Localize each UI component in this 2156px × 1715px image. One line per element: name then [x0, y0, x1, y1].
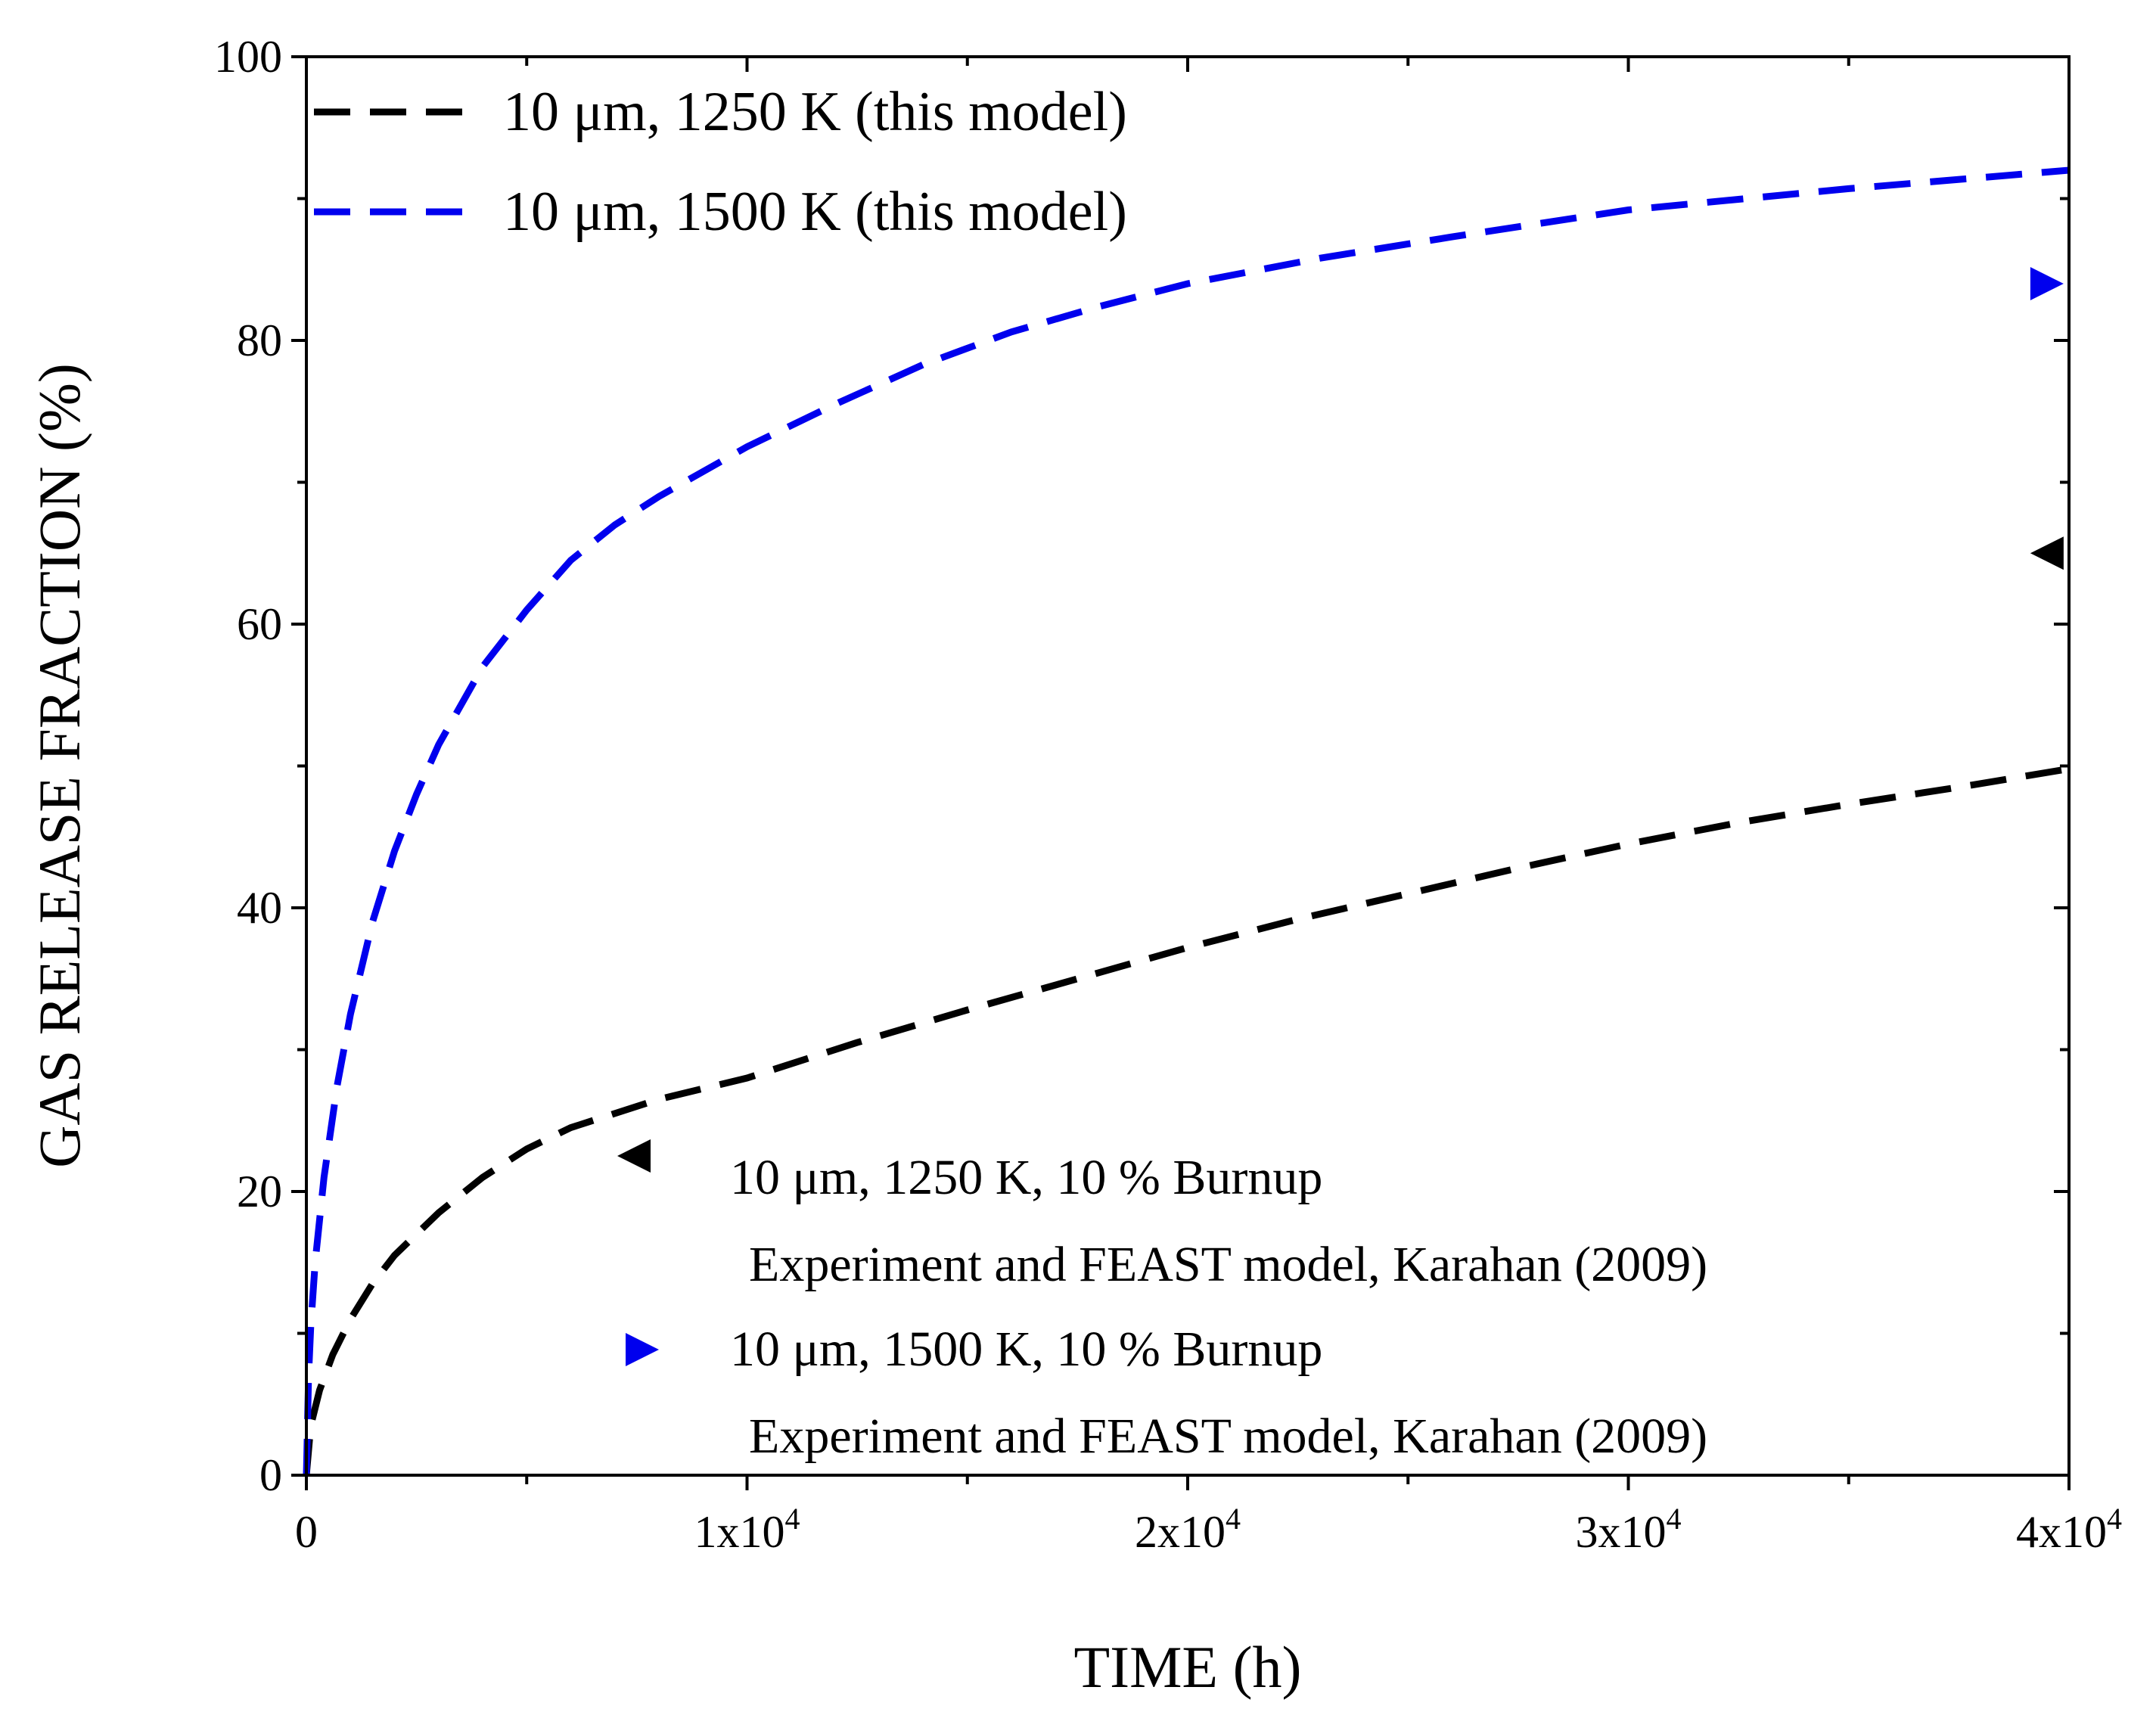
legend-exp1-line2: Experiment and FEAST model, Karahan (200… — [749, 1237, 1707, 1292]
y-tick-label-0: 0 — [259, 1450, 282, 1500]
series-line-0 — [303, 765, 2070, 1476]
legend-top: 10 μm, 1250 K (this model) 10 μm, 1500 K… — [314, 81, 1127, 243]
legend-label-1500k: 10 μm, 1500 K (this model) — [503, 181, 1127, 243]
y-tick-label-5: 100 — [214, 32, 282, 82]
experimental-markers — [2030, 267, 2064, 570]
x-tick-label-1: 1x104 — [694, 1502, 800, 1557]
experimental-point-1 — [2030, 267, 2064, 300]
legend-bottom: 10 μm, 1250 K, 10 % Burnup Experiment an… — [617, 1139, 1707, 1464]
legend-exp1-line1: 10 μm, 1250 K, 10 % Burnup — [730, 1150, 1322, 1205]
experimental-point-0 — [2030, 536, 2064, 570]
tick-labels: 0 20 40 60 80 100 0 1x104 2x104 3x104 4x104 — [214, 32, 2122, 1557]
legend-label-1250k: 10 μm, 1250 K (this model) — [503, 81, 1127, 143]
y-axis-title: GAS RELEASE FRACTION (%) — [26, 363, 92, 1168]
legend-marker-left-triangle — [617, 1139, 651, 1173]
legend-exp2-line2: Experiment and FEAST model, Karahan (200… — [749, 1409, 1707, 1464]
legend-marker-right-triangle — [626, 1333, 659, 1366]
x-tick-label-0: 0 — [295, 1507, 318, 1557]
x-tick-label-4: 4x104 — [2016, 1502, 2122, 1557]
x-tick-label-2: 2x104 — [1135, 1502, 1241, 1557]
x-axis-title: TIME (h) — [1073, 1634, 1301, 1700]
axis-ticks — [291, 55, 2071, 1490]
y-tick-label-3: 60 — [237, 599, 282, 649]
x-tick-label-3: 3x104 — [1576, 1502, 1682, 1557]
legend-exp2-line1: 10 μm, 1500 K, 10 % Burnup — [730, 1322, 1322, 1377]
y-tick-label-2: 40 — [237, 883, 282, 933]
y-tick-label-4: 80 — [237, 315, 282, 365]
series-line-1 — [303, 166, 2070, 1476]
series-layer — [303, 166, 2070, 1476]
y-tick-label-1: 20 — [237, 1167, 282, 1216]
